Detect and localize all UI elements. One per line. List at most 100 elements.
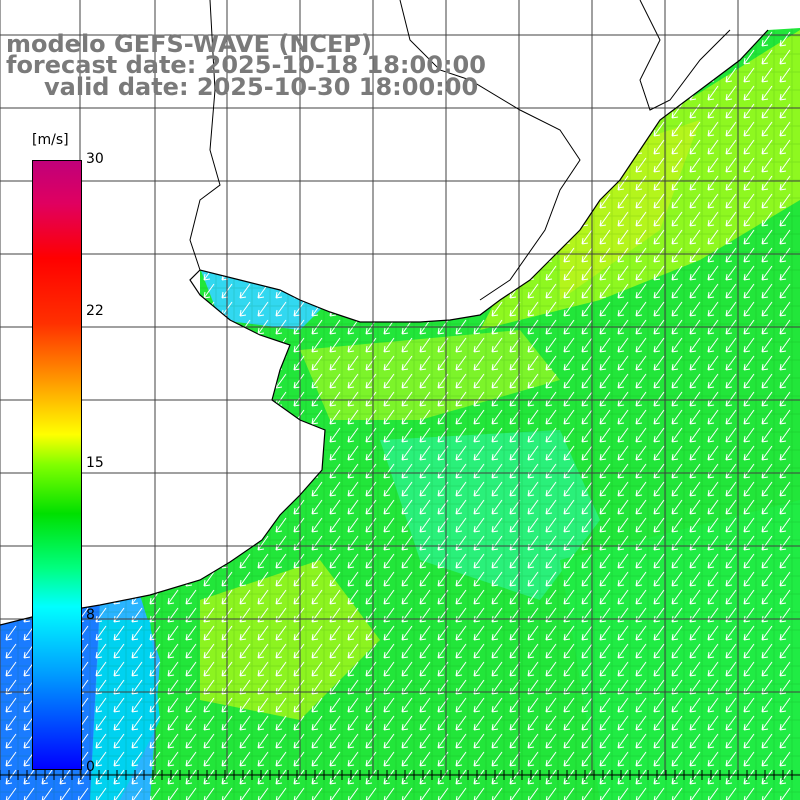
wind-arrow <box>689 373 701 389</box>
wind-arrow <box>365 625 377 641</box>
wind-arrow <box>275 751 287 767</box>
wind-arrow <box>671 661 683 677</box>
wind-arrow <box>653 373 665 389</box>
wind-arrow <box>41 769 53 785</box>
wind-arrow <box>671 589 683 605</box>
wind-arrow <box>329 157 341 173</box>
wind-arrow <box>509 481 521 497</box>
wind-arrow <box>707 769 719 785</box>
colorbar-unit: [m/s] <box>32 132 69 148</box>
wind-arrow <box>203 481 215 497</box>
wind-arrow <box>779 481 791 497</box>
wind-arrow <box>671 409 683 425</box>
wind-arrow <box>5 121 17 137</box>
wind-arrow <box>689 193 701 209</box>
wind-arrow <box>635 661 647 677</box>
wind-arrow <box>653 28 665 29</box>
wind-arrow <box>293 463 305 479</box>
wind-arrow <box>599 427 611 443</box>
wind-arrow <box>239 28 251 29</box>
wind-arrow <box>293 103 305 119</box>
wind-arrow <box>473 31 485 47</box>
wind-arrow <box>5 28 17 29</box>
wind-arrow <box>779 625 791 641</box>
wind-arrow <box>671 715 683 731</box>
wind-arrow <box>329 175 341 191</box>
wind-arrow <box>707 28 719 29</box>
forecast-date: forecast date: 2025-10-18 18:00:00 <box>6 51 486 79</box>
wind-arrow <box>473 175 485 191</box>
wind-arrow <box>131 139 143 155</box>
wind-arrow <box>419 769 431 785</box>
wind-arrow <box>545 175 557 191</box>
wind-arrow <box>779 31 791 47</box>
wind-arrow <box>257 103 269 119</box>
wind-arrow <box>365 103 377 119</box>
wind-arrow <box>455 517 467 533</box>
wind-arrow <box>473 589 485 605</box>
wind-arrow <box>779 157 791 173</box>
wind-arrow <box>635 391 647 407</box>
wind-arrow <box>581 535 593 551</box>
wind-arrow <box>455 499 467 515</box>
wind-arrow <box>563 517 575 533</box>
wind-arrow <box>365 661 377 677</box>
wind-arrow <box>563 715 575 731</box>
wind-arrow <box>455 733 467 749</box>
wind-arrow <box>95 697 107 713</box>
wind-arrow <box>707 751 719 767</box>
wind-arrow <box>365 355 377 371</box>
wind-arrow <box>167 355 179 371</box>
wind-arrow <box>113 391 125 407</box>
wind-arrow <box>275 229 287 245</box>
wind-arrow <box>689 481 701 497</box>
wind-arrow <box>113 265 125 281</box>
wind-arrow <box>671 445 683 461</box>
wind-arrow <box>671 697 683 713</box>
wind-arrow <box>95 28 107 29</box>
wind-arrow <box>599 625 611 641</box>
wind-arrow <box>347 391 359 407</box>
wind-arrow <box>473 427 485 443</box>
wind-arrow <box>401 625 413 641</box>
wind-arrow <box>707 157 719 173</box>
wind-arrow <box>689 337 701 353</box>
wind-arrow <box>203 283 215 299</box>
wind-arrow <box>401 517 413 533</box>
wind-arrow <box>5 643 17 659</box>
wind-arrow <box>275 157 287 173</box>
wind-arrow <box>635 409 647 425</box>
wind-arrow <box>635 175 647 191</box>
wind-arrow <box>41 28 53 29</box>
wind-arrow <box>167 175 179 191</box>
wind-arrow <box>473 535 485 551</box>
wind-arrow <box>725 589 737 605</box>
wind-arrow <box>617 193 629 209</box>
wind-arrow <box>725 337 737 353</box>
wind-arrow <box>113 625 125 641</box>
wind-arrow <box>779 139 791 155</box>
wind-arrow <box>239 229 251 245</box>
wind-arrow <box>5 517 17 533</box>
wind-arrow <box>167 211 179 227</box>
wind-arrow <box>743 355 755 371</box>
wind-arrow <box>239 355 251 371</box>
wind-arrow <box>365 121 377 137</box>
wind-arrow <box>203 175 215 191</box>
wind-arrow <box>383 481 395 497</box>
wind-arrow <box>563 157 575 173</box>
wind-arrow <box>365 751 377 767</box>
wind-arrow <box>95 661 107 677</box>
wind-arrow <box>545 769 557 785</box>
wind-arrow <box>257 535 269 551</box>
wind-arrow <box>707 373 719 389</box>
wind-arrow <box>707 535 719 551</box>
wind-arrow <box>743 517 755 533</box>
wind-arrow <box>779 175 791 191</box>
wind-arrow <box>455 535 467 551</box>
wind-arrow <box>203 229 215 245</box>
wind-arrow <box>473 445 485 461</box>
wind-arrow <box>653 247 665 263</box>
wind-arrow <box>491 571 503 587</box>
wind-arrow <box>563 265 575 281</box>
